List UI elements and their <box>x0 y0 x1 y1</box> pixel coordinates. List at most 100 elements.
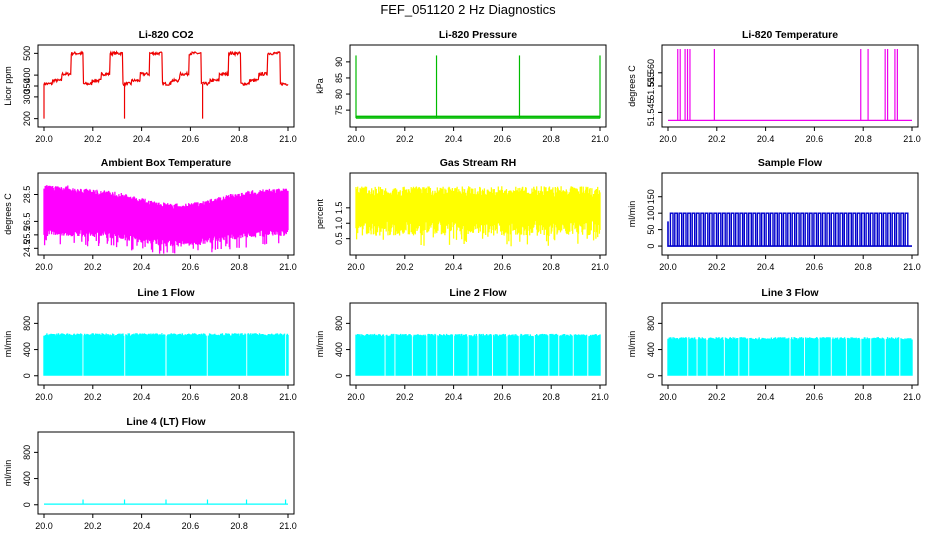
chart-title: Line 4 (LT) Flow <box>126 416 206 428</box>
y-tick-label: 90 <box>334 57 344 67</box>
y-tick-label: 0 <box>22 502 32 507</box>
x-tick-label: 20.0 <box>35 521 53 531</box>
data-marks <box>43 333 289 376</box>
y-tick-label: 300 <box>22 89 32 104</box>
y-tick-label: 24.5 <box>22 240 32 258</box>
series-pulses <box>669 212 909 247</box>
chart-title: Li-820 Temperature <box>742 29 838 41</box>
x-tick-label: 20.8 <box>854 262 872 272</box>
page-title: FEF_051120 2 Hz Diagnostics <box>380 2 556 17</box>
x-tick-label: 20.2 <box>708 262 726 272</box>
x-tick-label: 21.0 <box>279 521 297 531</box>
y-tick-label: 1.0 <box>334 217 344 230</box>
x-tick-label: 20.4 <box>445 134 463 144</box>
x-tick-label: 20.8 <box>854 134 872 144</box>
y-tick-label: 100 <box>646 206 656 221</box>
chart-title: Sample Flow <box>758 157 823 169</box>
y-tick-label: 800 <box>22 445 32 460</box>
x-tick-label: 20.0 <box>35 392 53 402</box>
chart-panel-8: Line 2 Flow ml/min 20.0 20.2 20.4 20.6 20.8 21.… <box>315 287 609 402</box>
chart-title: Li-820 Pressure <box>439 29 517 41</box>
chart-panel-4: Ambient Box Temperature degrees C 20.0 20.2… <box>3 157 297 272</box>
x-tick-label: 20.2 <box>84 521 102 531</box>
y-tick-label: 500 <box>22 46 32 61</box>
x-tick-label: 20.8 <box>230 392 248 402</box>
x-tick-label: 20.4 <box>757 262 775 272</box>
x-tick-label: 20.8 <box>230 262 248 272</box>
y-tick-label: 400 <box>22 68 32 83</box>
plot-frame <box>661 44 919 128</box>
x-tick-label: 20.2 <box>708 392 726 402</box>
series-base <box>667 221 912 247</box>
x-tick-label: 20.8 <box>230 134 248 144</box>
series-band <box>355 186 601 247</box>
data-marks <box>667 212 912 247</box>
x-tick-label: 20.0 <box>35 134 53 144</box>
x-tick-label: 20.4 <box>133 392 151 402</box>
chart-title: Line 3 Flow <box>761 287 819 299</box>
chart-panel-6: Sample Flow ml/min 20.0 20.2 20.4 20.6 20.8 21.… <box>627 157 921 272</box>
x-tick-label: 20.0 <box>347 262 365 272</box>
y-axis-label: ml/min <box>3 460 13 487</box>
y-tick-label: 0.5 <box>334 232 344 245</box>
x-tick-label: 20.6 <box>494 134 512 144</box>
chart-title: Gas Stream RH <box>440 157 516 169</box>
x-tick-label: 20.4 <box>757 134 775 144</box>
series-noise <box>355 115 601 120</box>
plot-frame <box>349 44 607 128</box>
y-tick-label: 200 <box>22 111 32 126</box>
x-tick-label: 21.0 <box>903 134 921 144</box>
y-axis-label: Licor ppm <box>3 66 13 106</box>
x-tick-label: 20.2 <box>84 262 102 272</box>
x-tick-label: 20.4 <box>445 392 463 402</box>
x-tick-label: 21.0 <box>279 392 297 402</box>
y-tick-label: 80 <box>334 89 344 99</box>
x-tick-label: 20.2 <box>396 134 414 144</box>
x-tick-label: 20.0 <box>659 134 677 144</box>
data-marks <box>43 50 289 119</box>
plot-frame <box>349 172 607 256</box>
data-marks <box>355 186 601 247</box>
x-tick-label: 20.4 <box>133 262 151 272</box>
y-tick-label: 800 <box>334 316 344 331</box>
y-tick-label: 350 <box>22 78 32 93</box>
x-tick-label: 21.0 <box>591 134 609 144</box>
y-axis-label: ml/min <box>315 331 325 358</box>
x-tick-label: 20.8 <box>854 392 872 402</box>
y-tick-label: 400 <box>22 471 32 486</box>
y-axis-label: degrees C <box>3 193 13 235</box>
chart-panel-10: Line 4 (LT) Flow ml/min 20.0 20.2 20.4 20.6 20… <box>3 416 297 531</box>
y-tick-label: 85 <box>334 73 344 83</box>
x-tick-label: 20.6 <box>494 392 512 402</box>
series-band <box>43 185 289 254</box>
x-tick-label: 20.2 <box>396 262 414 272</box>
x-tick-label: 20.4 <box>757 392 775 402</box>
chart-panel-7: Line 1 Flow ml/min 20.0 20.2 20.4 20.6 20.8 21.… <box>3 287 297 402</box>
chart-panel-3: Li-820 Temperature degrees C 20.0 20.2 20.4 2… <box>627 29 921 144</box>
chart-panel-5: Gas Stream RH percent 20.0 20.2 20.4 20.6 20.8… <box>315 157 609 272</box>
y-tick-label: 400 <box>22 342 32 357</box>
x-tick-label: 20.0 <box>35 262 53 272</box>
plot-frame <box>37 44 295 128</box>
x-tick-label: 20.4 <box>133 134 151 144</box>
y-tick-label: 75 <box>334 105 344 115</box>
chart-title: Line 1 Flow <box>137 287 195 299</box>
x-tick-label: 20.2 <box>84 134 102 144</box>
plot-frame <box>37 302 295 386</box>
x-tick-label: 20.8 <box>542 262 560 272</box>
x-tick-label: 20.2 <box>396 392 414 402</box>
plot-frame <box>661 172 919 256</box>
plot-frame <box>37 431 295 515</box>
x-tick-label: 20.6 <box>182 134 200 144</box>
x-tick-label: 20.8 <box>542 392 560 402</box>
plot-frame <box>37 172 295 256</box>
y-tick-label: 800 <box>646 316 656 331</box>
series-fill <box>43 333 289 376</box>
x-tick-label: 20.0 <box>659 392 677 402</box>
chart-title: Line 2 Flow <box>449 287 507 299</box>
x-tick-label: 21.0 <box>279 134 297 144</box>
data-marks <box>355 55 601 120</box>
chart-panel-9: Line 3 Flow ml/min 20.0 20.2 20.4 20.6 20.8 21.… <box>627 287 921 402</box>
data-marks <box>668 49 912 121</box>
